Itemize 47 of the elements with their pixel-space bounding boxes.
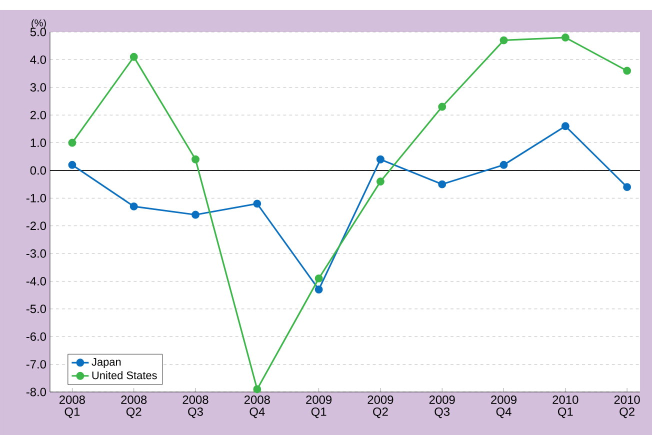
point (314, 274, 323, 282)
point (623, 66, 632, 75)
point (561, 34, 570, 42)
y-tick-label: 3.0 (30, 83, 46, 92)
point (192, 155, 200, 164)
y-tick-label: 2.0 (30, 110, 46, 120)
x-tick-label: 2008 Q3 (182, 396, 208, 418)
point (130, 52, 138, 61)
point (68, 138, 76, 147)
y-tick-label: -7.0 (26, 360, 46, 369)
y-tick-label: 4.0 (30, 55, 46, 64)
point (68, 160, 76, 169)
x-tick-label: 2009 Q3 (429, 396, 455, 418)
point (500, 160, 508, 169)
x-tick-label: 2008 Q1 (60, 396, 85, 418)
point (314, 286, 323, 294)
x-tick-label: 2009 Q1 (306, 396, 332, 418)
point (192, 210, 200, 219)
y-tick-label: 5.0 (30, 28, 46, 36)
point (376, 178, 384, 186)
x-tick-label: 2009 Q2 (368, 396, 394, 418)
point (500, 36, 508, 44)
y-tick-label: 1.0 (30, 138, 46, 147)
x-tick-label: 2008 Q4 (244, 396, 270, 418)
y-tick-label: -3.0 (26, 249, 46, 258)
point (438, 102, 446, 111)
point (438, 180, 446, 188)
y-tick-label: 0.0 (30, 166, 46, 175)
point (561, 122, 570, 130)
x-tick-label: 2008 Q2 (121, 396, 147, 418)
point (253, 385, 262, 394)
legend-label: United States (92, 371, 157, 380)
y-tick-label: -1.0 (26, 194, 46, 202)
y-tick-label: -8.0 (26, 388, 46, 396)
y-axis-title: (%) (32, 19, 46, 28)
legend-label: Japan (92, 358, 121, 368)
y-tick-label: -4.0 (26, 276, 46, 286)
y-tick-label: -2.0 (26, 222, 46, 230)
x-tick-label: 2009 Q4 (491, 396, 516, 418)
y-tick-label: -5.0 (26, 304, 46, 314)
x-tick-label: 2010 Q2 (614, 396, 640, 418)
x-tick-label: 2010 Q1 (552, 396, 578, 418)
point (376, 155, 384, 164)
point (623, 183, 632, 192)
point (253, 200, 262, 208)
point (130, 202, 138, 210)
y-tick-label: -6.0 (26, 332, 46, 341)
